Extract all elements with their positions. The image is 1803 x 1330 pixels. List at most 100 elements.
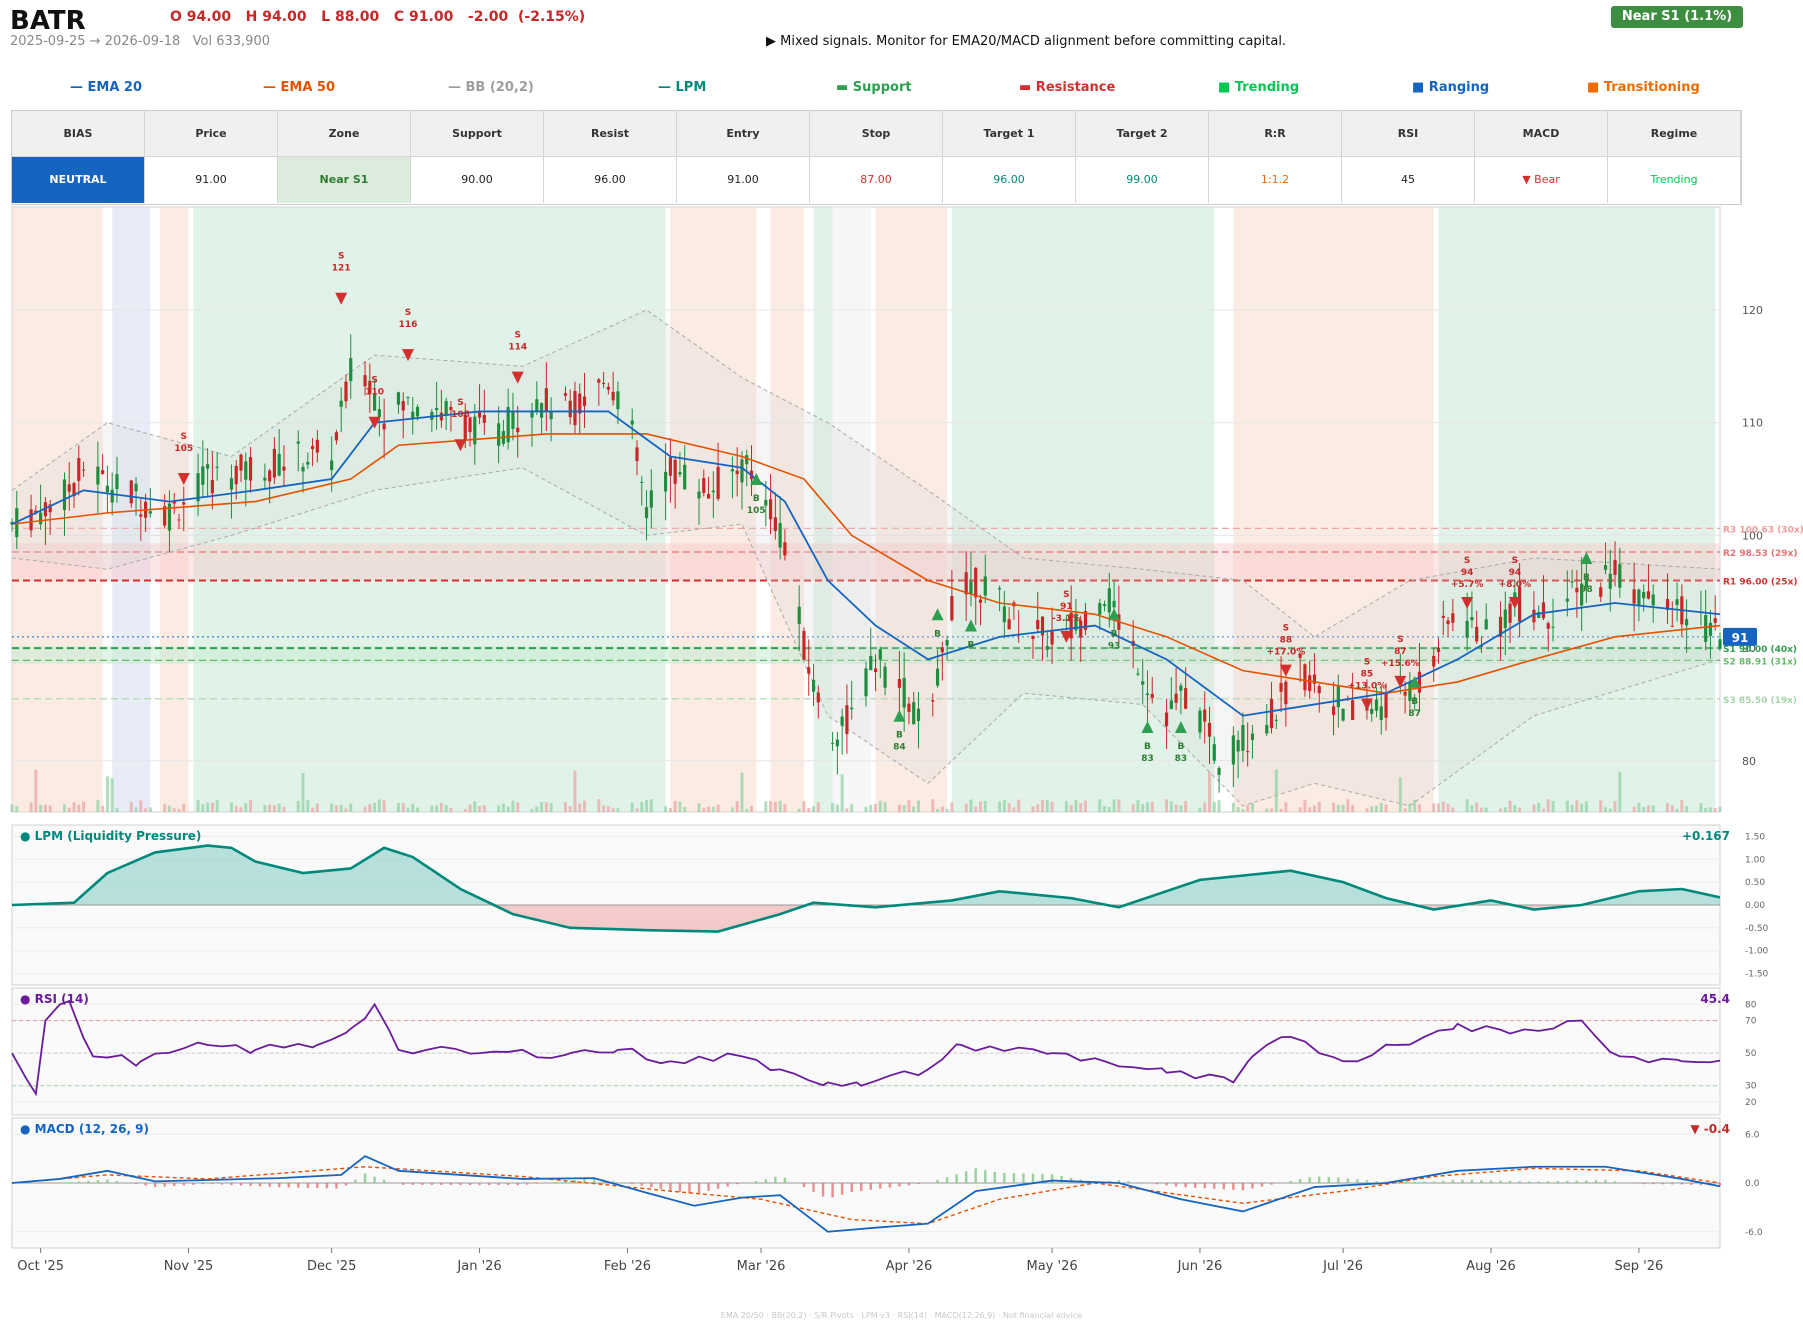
volume-bar bbox=[244, 803, 248, 812]
volume-bar bbox=[277, 803, 281, 812]
candle-body bbox=[1408, 682, 1412, 701]
candle-body bbox=[1417, 671, 1422, 693]
macd-histogram-bar bbox=[1022, 1173, 1025, 1183]
candle-body bbox=[1341, 708, 1345, 721]
macd-histogram-bar bbox=[831, 1183, 834, 1198]
sell-signal-label: 87 bbox=[1394, 647, 1407, 657]
macd-histogram-bar bbox=[1356, 1179, 1359, 1183]
volume-bar bbox=[616, 808, 620, 812]
volume-bar bbox=[134, 807, 138, 812]
macd-histogram-bar bbox=[1232, 1183, 1235, 1190]
volume-bar bbox=[1169, 801, 1173, 812]
macd-histogram-bar bbox=[1585, 1180, 1588, 1183]
candle-body bbox=[310, 446, 315, 450]
candle-body bbox=[931, 700, 935, 702]
candle-body bbox=[807, 667, 811, 674]
candle-body bbox=[477, 411, 482, 418]
candle-body bbox=[411, 411, 415, 419]
volume-bar bbox=[1150, 801, 1154, 812]
macd-histogram-bar bbox=[1508, 1180, 1512, 1183]
rsi-tick-label: 20 bbox=[1745, 1098, 1757, 1108]
macd-histogram-bar bbox=[821, 1183, 825, 1197]
candle-body bbox=[1713, 618, 1717, 623]
candle-body bbox=[997, 588, 1002, 590]
candle-body bbox=[1374, 699, 1379, 711]
table-header-cell: Target 1 bbox=[943, 111, 1076, 157]
candle-body bbox=[1045, 646, 1049, 650]
volume-bar bbox=[563, 802, 567, 812]
candle-body bbox=[439, 412, 443, 421]
candle-body bbox=[1040, 616, 1045, 636]
buy-signal-label: 105 bbox=[747, 506, 766, 516]
table-header-cell: BIAS bbox=[12, 111, 145, 157]
volume-bar bbox=[568, 805, 572, 812]
macd-histogram-bar bbox=[659, 1183, 663, 1189]
candle-body bbox=[29, 509, 33, 531]
candle-body bbox=[611, 391, 615, 401]
lpm-positive-area bbox=[12, 845, 1720, 905]
volume-bar bbox=[745, 808, 749, 812]
macd-histogram-bar bbox=[478, 1183, 481, 1186]
macd-histogram-bar bbox=[879, 1183, 882, 1189]
candle-body bbox=[730, 469, 735, 472]
candle-body bbox=[344, 381, 348, 402]
candle-body bbox=[1150, 693, 1154, 698]
volume-bar bbox=[769, 801, 773, 812]
macd-histogram-bar bbox=[173, 1183, 176, 1186]
volume-bar bbox=[1475, 802, 1479, 812]
buy-signal-label: B bbox=[753, 494, 760, 504]
macd-histogram-bar bbox=[573, 1179, 577, 1183]
macd-histogram-bar bbox=[1537, 1181, 1540, 1183]
sr-zones bbox=[12, 543, 1720, 664]
volume-bar bbox=[807, 808, 811, 812]
candle-body bbox=[396, 392, 401, 405]
volume-bar bbox=[1184, 801, 1188, 812]
macd-histogram-bar bbox=[774, 1176, 777, 1183]
candle-body bbox=[1446, 620, 1450, 625]
candle-body bbox=[816, 692, 820, 703]
volume-bar bbox=[43, 804, 47, 812]
macd-histogram-bar bbox=[535, 1183, 539, 1184]
macd-histogram-bar bbox=[984, 1170, 987, 1183]
macd-histogram-bar bbox=[1375, 1181, 1378, 1183]
volume-bar bbox=[1351, 804, 1355, 812]
macd-histogram-bar bbox=[802, 1183, 806, 1188]
sell-signal-label: +8.0% bbox=[1499, 580, 1532, 590]
candle-body bbox=[1642, 591, 1646, 599]
candle-body bbox=[1403, 691, 1407, 696]
volume-bar bbox=[210, 802, 214, 812]
candle-body bbox=[206, 464, 210, 469]
volume-bar bbox=[964, 803, 968, 812]
volume-bar bbox=[1584, 801, 1588, 812]
candle-body bbox=[139, 514, 143, 517]
volume-bar bbox=[1198, 807, 1202, 812]
candle-body bbox=[1613, 559, 1617, 575]
sell-signal-label: 114 bbox=[508, 343, 527, 353]
volume-bar bbox=[783, 804, 787, 812]
volume-bar bbox=[311, 807, 315, 812]
volume-bar bbox=[1341, 804, 1345, 812]
volume-bar bbox=[1265, 808, 1269, 812]
volume-bar bbox=[974, 806, 978, 812]
sell-signal-label: +17.0% bbox=[1266, 648, 1305, 658]
legend-transitioning: ■ Transitioning bbox=[1587, 80, 1700, 95]
sell-signal-label: 94 bbox=[1461, 568, 1474, 578]
volume-bar bbox=[979, 801, 983, 812]
buy-signal-marker bbox=[1141, 720, 1154, 733]
volume-bar bbox=[1541, 808, 1545, 812]
volume-bar bbox=[201, 804, 205, 812]
volume-bar bbox=[34, 769, 38, 812]
volume-bar bbox=[812, 806, 816, 812]
table-value-cell: ▼ Bear bbox=[1475, 157, 1608, 203]
volume-bar bbox=[630, 802, 634, 812]
candle-body bbox=[1169, 700, 1173, 709]
candle-body bbox=[1370, 708, 1374, 714]
volume-bar bbox=[482, 805, 486, 812]
candle-body bbox=[845, 705, 849, 735]
candle-body bbox=[573, 390, 577, 426]
volume-bar bbox=[1083, 800, 1087, 812]
candle-body bbox=[964, 572, 968, 595]
sell-signal-marker bbox=[1508, 597, 1521, 610]
candle-body bbox=[349, 358, 353, 381]
